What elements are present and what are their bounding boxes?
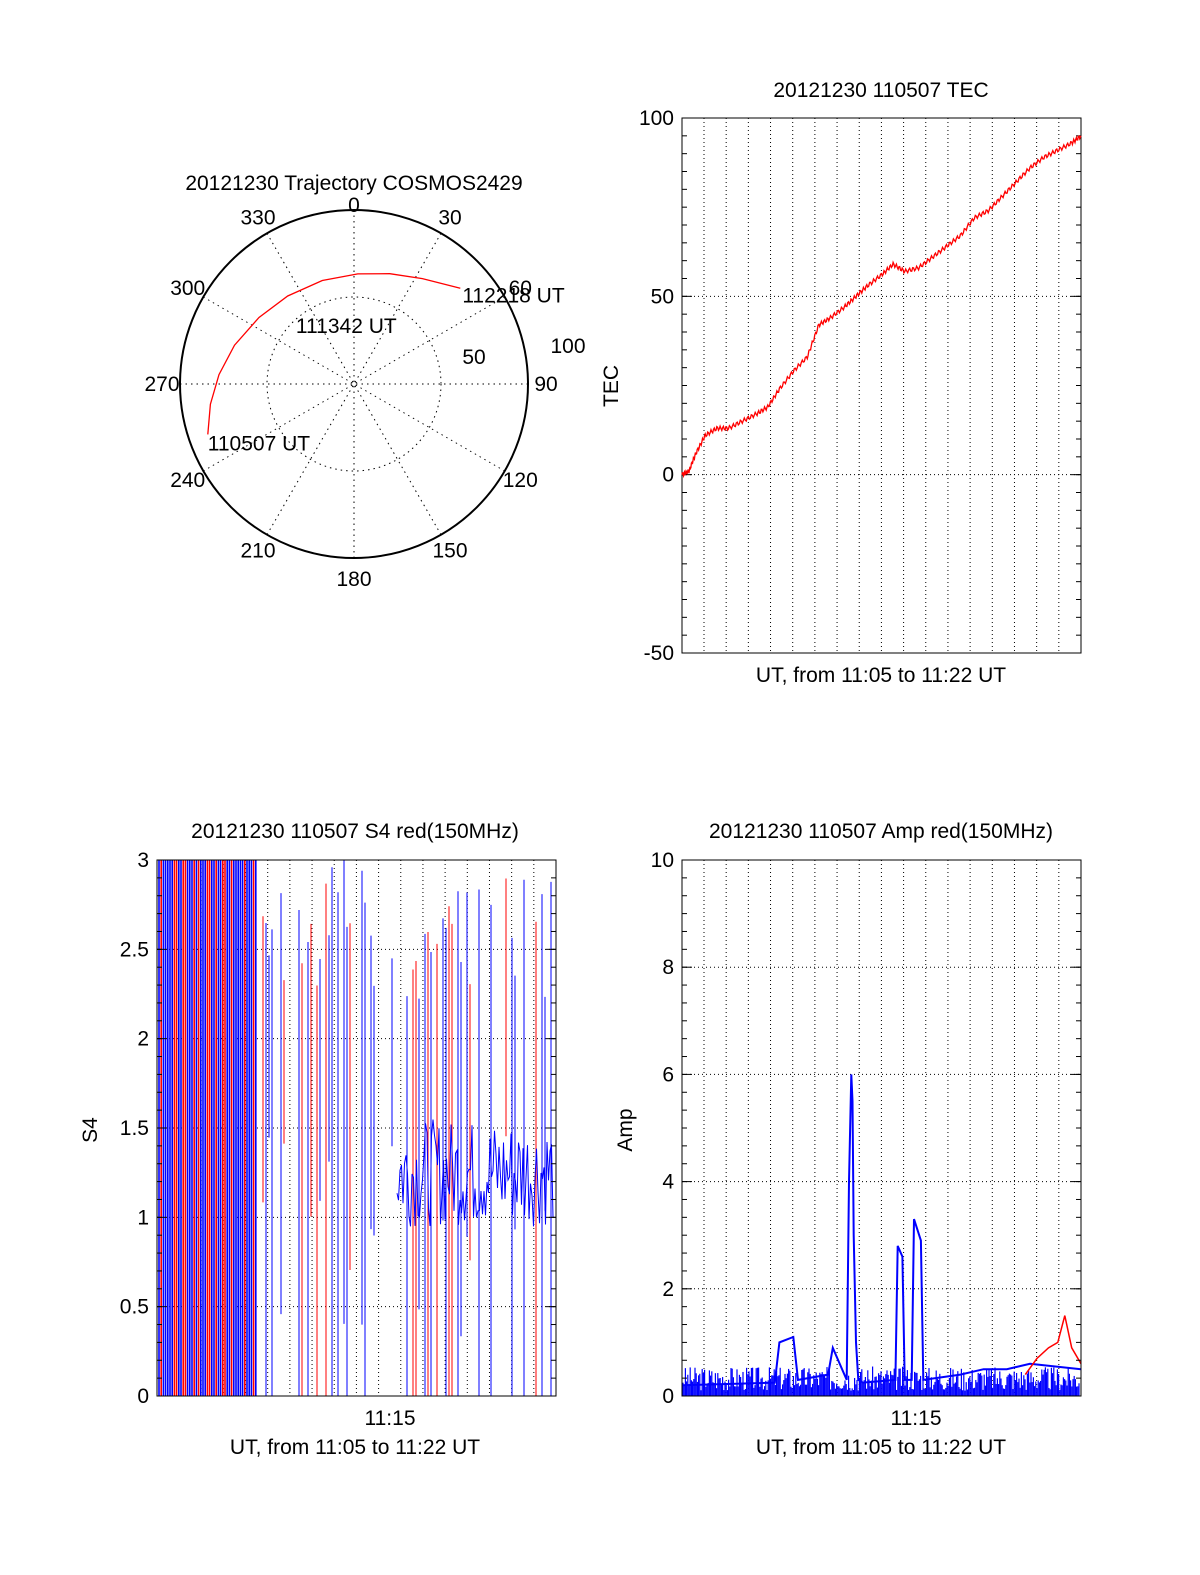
polar-azimuth-label: 30 [438,207,461,230]
polar-grid [179,209,529,559]
polar-azimuth-label: 120 [503,469,538,492]
polar-track-label: 112218 UT [462,284,565,307]
s4-y-ticks: 0 0.5 1 1.5 2 2.5 3 [120,849,556,1408]
amp-red-series-line [1024,1315,1082,1376]
s4-blue-band [396,1119,554,1227]
tec-ytick-label: 100 [639,107,674,130]
amp-title: 20121230 110507 Amp red(150MHz) [709,820,1053,843]
polar-panel: 20121230 Trajectory COSMOS2429 0 30 60 90 12… [144,172,585,591]
tec-title: 20121230 110507 TEC [773,79,988,102]
s4-ytick-label: 0.5 [120,1296,149,1319]
amp-ytick-label: 6 [662,1063,674,1086]
amp-ylabel: Amp [614,1108,637,1151]
polar-inner-circle [266,296,442,472]
polar-track-label: 110507 UT [208,432,311,455]
tec-y-ticks: -50 0 50 100 [639,107,1081,665]
tec-grid [682,118,1081,653]
amp-xtick-label: 11:15 [891,1407,942,1430]
tec-panel: 20121230 110507 TEC -50 0 50 100 UT, from 1… [600,79,1082,687]
polar-radial-label-100: 100 [550,335,585,358]
polar-radial-label-50: 50 [462,346,485,369]
amp-ytick-label: 8 [662,956,674,979]
polar-spoke [266,233,442,535]
s4-xlabel: UT, from 11:05 to 11:22 UT [230,1436,480,1459]
amp-y-ticks: 0 2 4 6 8 10 [651,849,1081,1408]
amp-panel: 20121230 110507 Amp red(150MHz) 0246810 … [614,820,1082,1459]
tec-series-line [681,135,1082,479]
amp-ytick-label: 4 [662,1171,674,1194]
tec-ytick-label: -50 [644,642,674,665]
s4-ytick-label: 2 [137,1028,149,1051]
s4-ytick-label: 3 [137,849,149,872]
amp-ytick-label: 2 [662,1278,674,1301]
amp-ytick-label: 0 [662,1385,674,1408]
s4-panel: 20121230 110507 S4 red(150MHz) 0 0.5 1 1.5 2… [79,820,557,1459]
polar-azimuth-label: 210 [240,539,275,562]
s4-ytick-label: 1 [137,1206,149,1229]
tec-ytick-label: 0 [662,464,674,487]
polar-azimuth-label: 150 [432,539,467,562]
s4-ytick-label: 0 [137,1385,149,1408]
amp-grid [682,860,1081,1396]
amp-ytick-label: 10 [651,849,674,872]
amp-blue-series-line [681,1074,1082,1387]
s4-ylabel: S4 [79,1117,102,1143]
polar-azimuth-label: 180 [336,568,371,591]
s4-xtick-label: 11:15 [365,1407,416,1430]
polar-spoke [266,233,442,535]
polar-track-labels: 110507 UT 111342 UT 112218 UT [208,284,565,455]
polar-azimuth-label: 240 [170,469,205,492]
polar-azimuth-label: 330 [240,207,275,230]
polar-azimuth-label: 300 [170,277,205,300]
tec-ylabel: TEC [600,365,623,407]
polar-outer-circle [179,209,529,559]
polar-title: 20121230 Trajectory COSMOS2429 [185,172,522,195]
amp-noise-band [682,1366,1080,1396]
polar-azimuth-label: 270 [144,373,179,396]
s4-ytick-label: 1.5 [120,1117,149,1140]
polar-azimuth-labels: 0 30 60 90 120 150 180 210 240 270 300 330 [144,194,557,591]
polar-azimuth-label: 0 [348,194,360,217]
s4-title: 20121230 110507 S4 red(150MHz) [191,820,519,843]
polar-track-line [207,273,461,435]
amp-xlabel: UT, from 11:05 to 11:22 UT [756,1436,1006,1459]
polar-azimuth-label: 90 [534,373,557,396]
s4-ytick-label: 2.5 [120,938,149,961]
polar-azimuth-label: 60 [509,277,532,300]
tec-ytick-label: 50 [651,285,674,308]
polar-track-label: 111342 UT [296,315,397,338]
tec-xlabel: UT, from 11:05 to 11:22 UT [756,664,1006,687]
